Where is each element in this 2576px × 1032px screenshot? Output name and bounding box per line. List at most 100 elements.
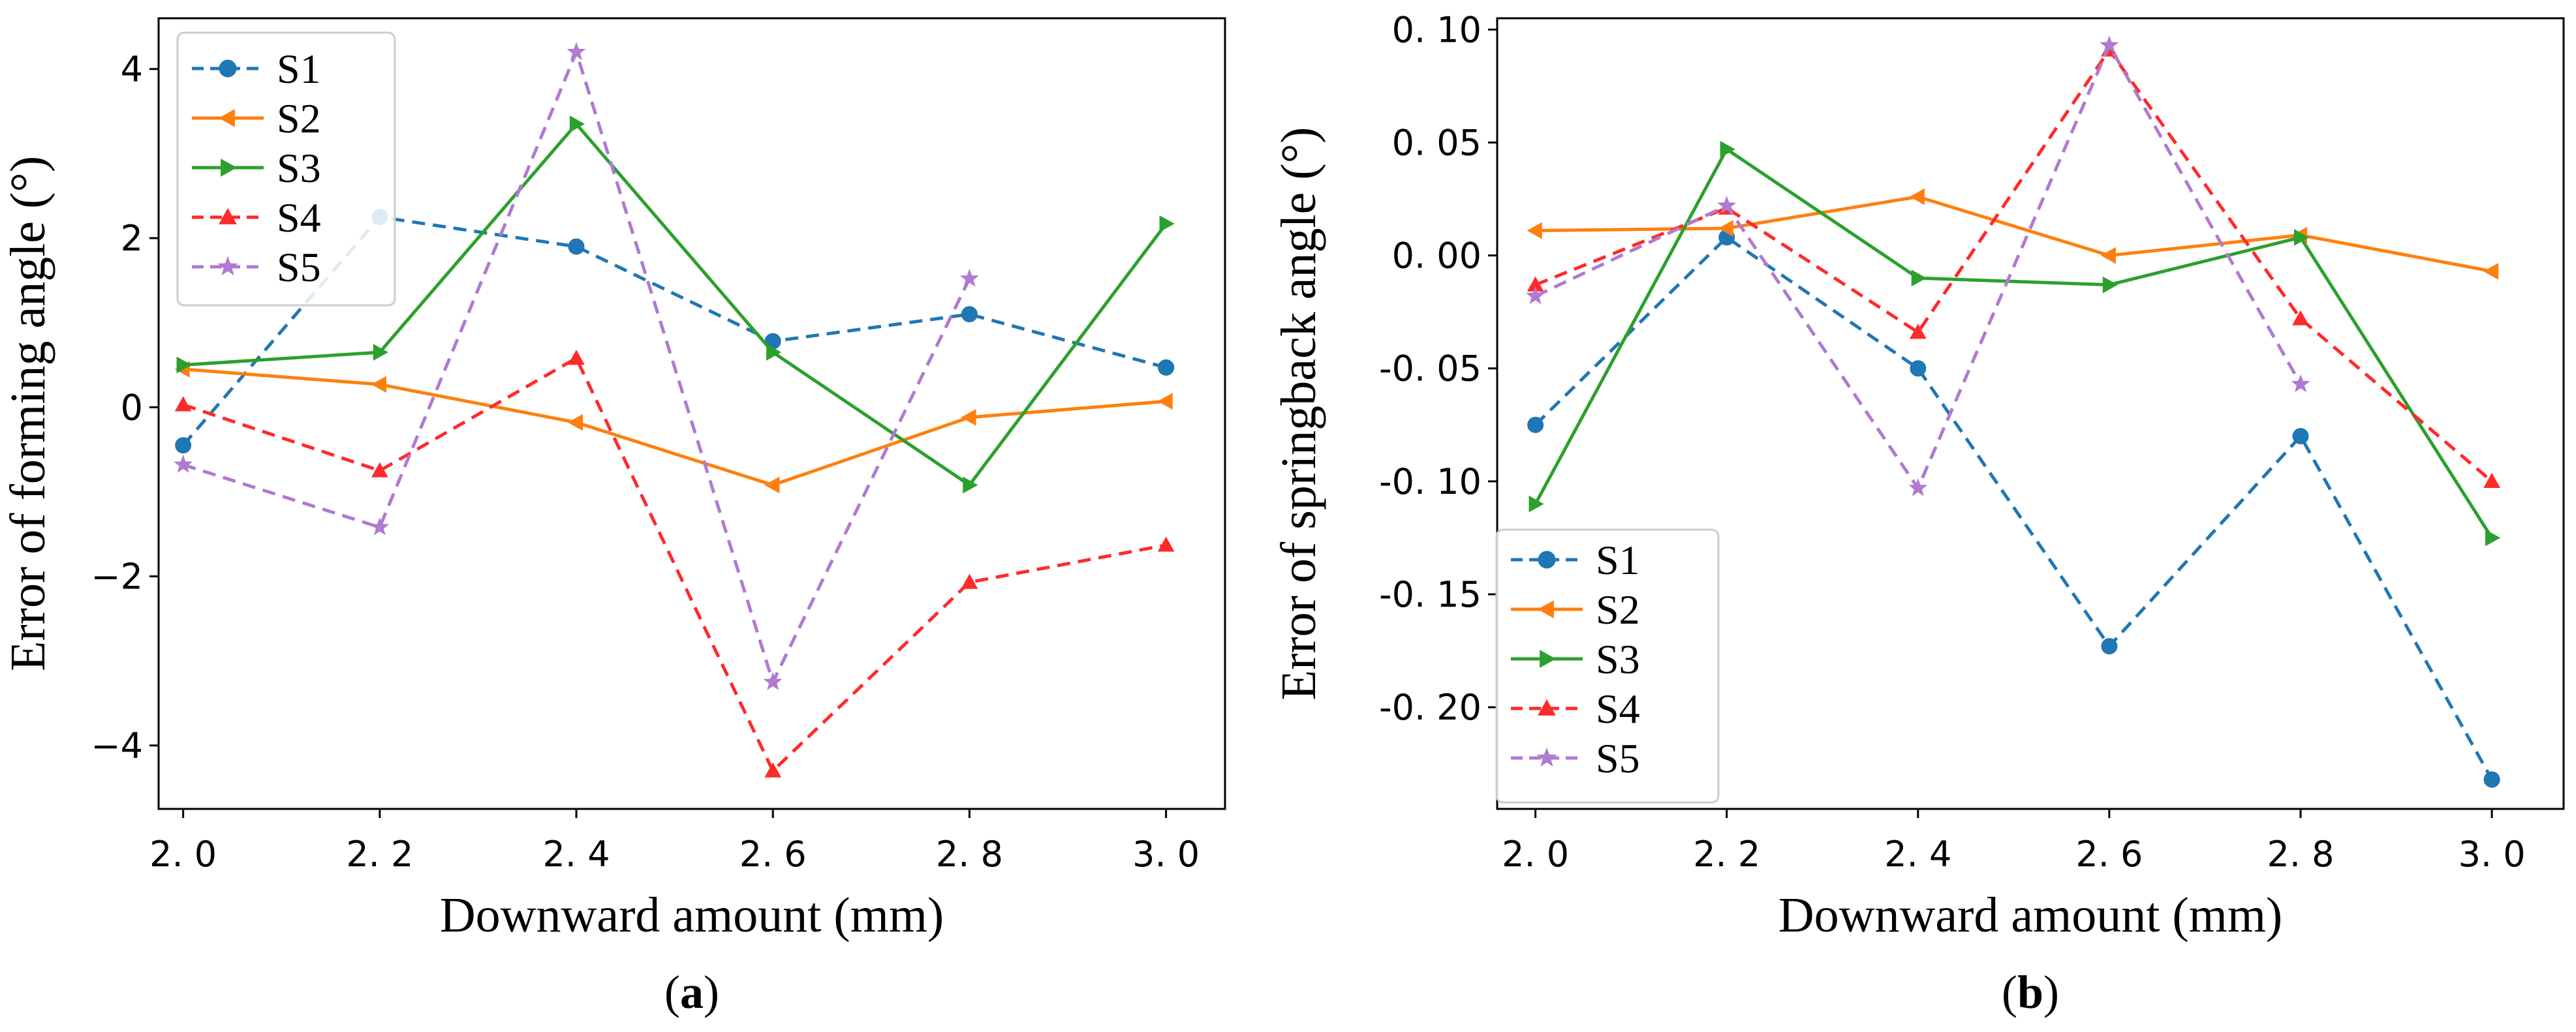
data-point-s3 (176, 356, 192, 374)
x-tick-label: 2. 6 (739, 834, 807, 875)
data-point-s4 (2483, 472, 2500, 488)
chart-panel-a: −4 −2 0 2 4 2. 0 2. 2 2. 4 2. 6 2. 8 3. 0 Downward … (1, 17, 1226, 1018)
data-point-s2 (764, 476, 780, 494)
data-point-s5 (959, 268, 979, 287)
legend-marker-s5 (1536, 747, 1557, 767)
x-tick-label: 2. 8 (2267, 834, 2334, 875)
legend-entry-s4: S4 (277, 194, 321, 241)
data-point-s4 (371, 462, 388, 478)
y-tick-label: 0. 10 (1392, 9, 1482, 50)
legend-entry-s3: S3 (277, 145, 321, 191)
data-point-s1 (1910, 360, 1927, 377)
legend-entry-s1: S1 (1596, 537, 1640, 583)
data-point-s5 (1908, 478, 1928, 496)
data-point-s4 (961, 573, 978, 589)
series-s3 (1529, 140, 2501, 547)
data-point-s5 (174, 455, 193, 473)
plot-area-frame (157, 17, 1226, 810)
plot-area-frame (1496, 17, 2565, 810)
series-s5 (174, 42, 979, 690)
data-point-s1 (2483, 771, 2500, 788)
data-point-s1 (961, 306, 978, 323)
x-tick-label: 2. 4 (543, 834, 610, 875)
x-tick-label: 2. 0 (1502, 834, 1569, 875)
data-point-s3 (963, 476, 978, 494)
series-line-s3 (1534, 147, 2494, 539)
legend-entry-s2: S2 (1596, 586, 1640, 633)
x-tick-label: 2. 0 (149, 834, 217, 875)
series-line-s2 (1535, 195, 2492, 273)
data-point-s3 (2485, 529, 2501, 547)
data-point-s5 (763, 672, 783, 690)
legend-entry-s5: S5 (277, 244, 321, 290)
data-point-s5 (2100, 35, 2119, 53)
data-point-s5 (1526, 286, 1545, 305)
data-point-s3 (1159, 215, 1175, 232)
panel-label-open: ( (2002, 966, 2017, 1018)
data-point-s1 (1158, 359, 1175, 376)
legend-marker-s2 (218, 109, 235, 127)
y-tick-label: -0. 05 (1379, 348, 1482, 389)
y-axis-label: Error of forming angle (°) (1, 156, 55, 671)
data-point-s1 (568, 238, 585, 255)
data-point-s2 (961, 408, 976, 426)
y-tick-label: 0 (121, 387, 143, 428)
data-point-s2 (1718, 220, 1733, 237)
data-point-s2 (2100, 247, 2116, 264)
series-line-s1 (1534, 235, 2494, 781)
legend-entry-s3: S3 (1596, 636, 1640, 682)
chart-panel-b: -0. 20 -0. 15 -0. 10 -0. 05 0. 00 0. 05 0. 10 2… (1271, 9, 2565, 1018)
y-tick-label: -0. 10 (1379, 461, 1482, 502)
y-tick-label: 0. 05 (1392, 122, 1482, 163)
data-point-s1 (2101, 638, 2118, 655)
data-point-s2 (1527, 222, 1542, 239)
legend-marker-s1 (219, 59, 237, 78)
series-s5 (1526, 35, 2310, 496)
data-point-s4 (764, 762, 782, 778)
data-point-s1 (175, 437, 192, 454)
data-point-s4 (568, 350, 585, 365)
data-point-s4 (1909, 324, 1927, 339)
data-point-s3 (1911, 269, 1927, 287)
y-tick-label: −4 (91, 725, 143, 766)
data-point-s3 (1720, 140, 1735, 158)
data-point-s3 (2102, 276, 2118, 294)
data-point-s3 (569, 115, 585, 132)
data-point-s3 (373, 344, 388, 361)
data-point-s5 (370, 517, 390, 536)
panel-label-close: ) (704, 966, 719, 1018)
legend-entry-s2: S2 (277, 95, 321, 142)
y-tick-label: 0. 00 (1392, 235, 1482, 277)
legend-marker-s4 (1538, 699, 1556, 716)
data-point-s2 (2483, 262, 2499, 280)
y-tick-label: -0. 15 (1379, 574, 1482, 615)
series-line-s2 (183, 367, 1166, 487)
legend-entry-s1: S1 (277, 46, 321, 92)
legend-marker-s2 (1537, 600, 1554, 618)
x-axis-label: Downward amount (mm) (1778, 888, 2283, 943)
x-axis-label: Downward amount (mm) (440, 888, 944, 943)
x-tick-label: 2. 2 (346, 834, 413, 875)
legend-box (176, 31, 396, 307)
legend-entry-s5: S5 (1596, 735, 1640, 782)
x-tick-label: 2. 2 (1693, 834, 1760, 875)
panel-label-letter: a (680, 966, 704, 1018)
legend-marker-s1 (1538, 551, 1556, 569)
data-point-s1 (2292, 428, 2309, 445)
data-point-s1 (1527, 416, 1544, 433)
legend-box (1495, 528, 1720, 804)
series-s3 (176, 115, 1175, 494)
x-tick-label: 2. 4 (1884, 834, 1951, 875)
series-s1 (1527, 229, 2500, 788)
data-point-s3 (766, 344, 782, 361)
y-tick-label: -0. 20 (1379, 687, 1482, 728)
panel-label: (b) (2002, 966, 2059, 1018)
series-line-s4 (182, 356, 1167, 773)
y-tick-label: −2 (91, 556, 143, 598)
data-point-s5 (566, 42, 586, 61)
x-tick-label: 3. 0 (1132, 834, 1200, 875)
x-tick-label: 2. 8 (936, 834, 1003, 875)
